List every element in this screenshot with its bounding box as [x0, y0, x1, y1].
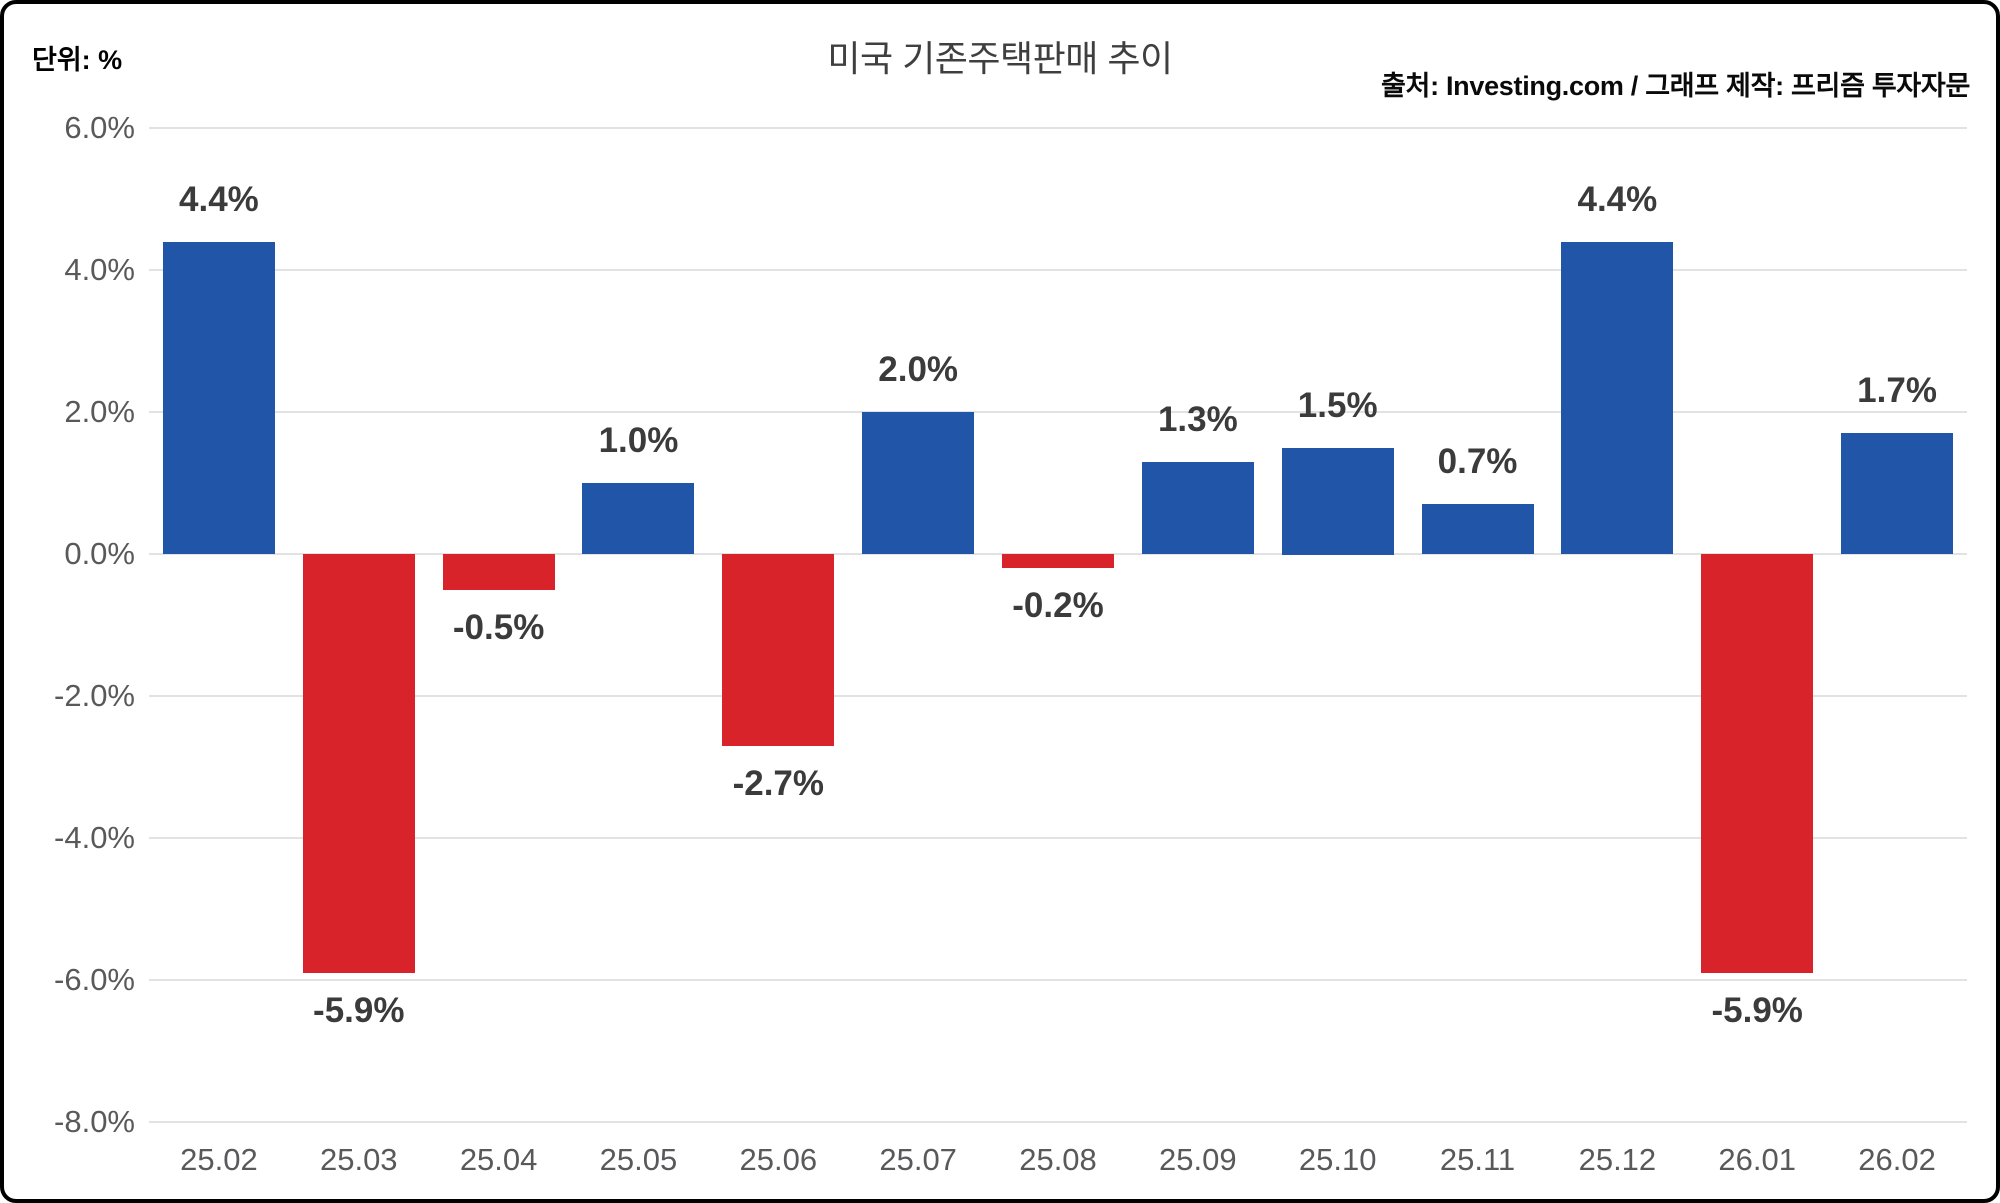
y-tick-label: -6.0% — [54, 962, 135, 997]
bar-value-label: 0.7% — [1437, 442, 1518, 482]
x-tick-label: 25.02 — [180, 1142, 258, 1177]
bar-value-label: 4.4% — [179, 179, 259, 219]
y-tick-label: -2.0% — [54, 678, 135, 713]
x-tick-label: 25.12 — [1578, 1142, 1657, 1177]
bar — [1561, 242, 1673, 554]
bar — [1282, 448, 1394, 555]
gridline — [149, 979, 1967, 981]
bar-value-label: -5.9% — [313, 990, 405, 1030]
x-tick-label: 25.09 — [1159, 1142, 1237, 1177]
y-tick-label: 6.0% — [64, 110, 135, 145]
x-tick-label: 25.08 — [1019, 1142, 1097, 1177]
bar — [163, 242, 275, 554]
y-tick-label: -4.0% — [54, 820, 135, 855]
bar — [722, 554, 834, 746]
bar — [1002, 554, 1114, 568]
plot-area: 6.0% 4.0% 2.0% 0.0% -2.0% -4.0% -6.0% -8.0% 4.4%… — [54, 110, 1967, 1177]
y-tick-label: 4.0% — [64, 252, 135, 287]
gridline — [149, 837, 1967, 839]
x-tick-label: 25.05 — [599, 1142, 678, 1177]
bar-value-label: -0.5% — [452, 607, 545, 647]
x-tick-label: 25.03 — [319, 1142, 398, 1177]
bar-value-label: 1.7% — [1857, 371, 1937, 411]
x-tick-label: 25.11 — [1439, 1142, 1516, 1177]
y-tick-label: -8.0% — [54, 1104, 135, 1139]
gridline — [149, 411, 1967, 413]
source-credit: 출처: Investing.com / 그래프 제작: 프리즘 투자자문 — [1381, 71, 1970, 101]
chart-title: 미국 기존주택판매 추이 — [827, 38, 1173, 79]
x-tick-label: 26.02 — [1858, 1142, 1936, 1177]
gridline — [149, 127, 1967, 129]
bar-value-label: 1.5% — [1297, 385, 1378, 425]
gridline — [149, 695, 1967, 697]
bar — [443, 554, 555, 590]
bar — [582, 483, 694, 554]
bar — [1422, 504, 1534, 554]
bar — [303, 554, 415, 973]
bar-value-label: -2.7% — [732, 763, 825, 803]
x-tick-label: 25.04 — [459, 1142, 538, 1177]
x-tick-label: 26.01 — [1718, 1142, 1797, 1177]
y-tick-label: 2.0% — [64, 394, 135, 429]
bar — [1841, 433, 1953, 554]
gridline — [149, 1121, 1967, 1123]
bar-value-label: 2.0% — [878, 350, 959, 389]
gridline — [149, 269, 1967, 271]
unit-label: 단위: % — [32, 45, 123, 75]
bar-value-label: 4.4% — [1577, 179, 1658, 219]
y-tick-label: 0.0% — [64, 536, 135, 571]
bar — [1701, 554, 1813, 973]
bar — [862, 412, 974, 554]
x-tick-label: 25.07 — [879, 1142, 957, 1177]
bar-value-label: 1.0% — [598, 421, 679, 460]
bar — [1142, 462, 1254, 554]
x-tick-label: 25.10 — [1298, 1142, 1377, 1177]
x-tick-label: 25.06 — [739, 1142, 818, 1177]
bar-value-label: -5.9% — [1711, 990, 1803, 1030]
bar-value-label: 1.3% — [1157, 399, 1238, 439]
bar-value-label: -0.2% — [1012, 586, 1104, 626]
